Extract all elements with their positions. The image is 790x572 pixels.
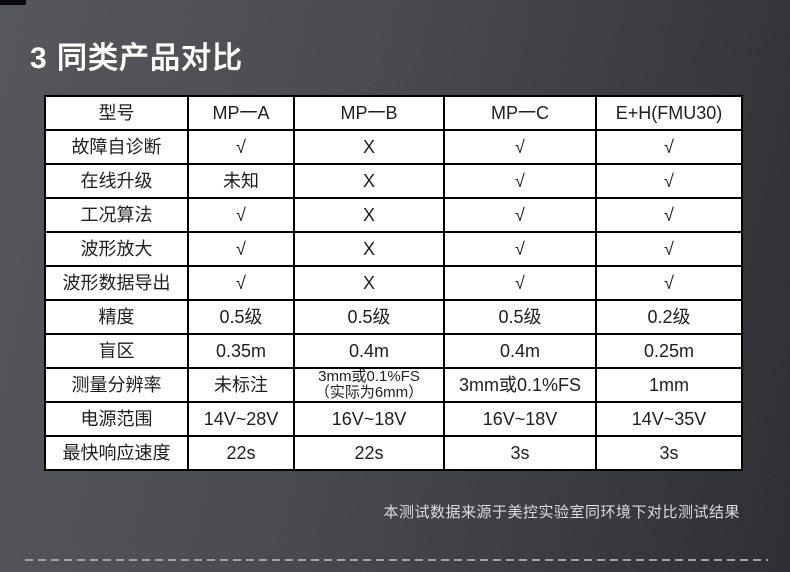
table-header-cell: MP一A (187, 95, 295, 131)
value-cell: √ (595, 197, 743, 233)
table-row: 测量分辨率 未标注 3mm或0.1%FS （实际为6mm） 3mm或0.1%FS 1mm (44, 367, 743, 403)
value-cell: 3mm或0.1%FS （实际为6mm） (293, 367, 445, 403)
row-label-cell: 盲区 (44, 333, 189, 369)
table-header-cell: MP一B (293, 95, 445, 131)
value-cell: 22s (187, 435, 295, 471)
value-cell: √ (187, 197, 295, 233)
value-cell: 14V~28V (187, 401, 295, 437)
comparison-table: 型号 MP一A MP一B MP一C E+H(FMU30) 故障自诊断 √ X √ √ 在线升级 未知… (44, 95, 743, 471)
value-cell: 0.4m (293, 333, 445, 369)
value-cell: 3mm或0.1%FS (443, 367, 597, 403)
table-body: 故障自诊断 √ X √ √ 在线升级 未知 X √ √ 工况算法 √ X √ √ 波形放大 √ X √ √ 波形数据导出… (44, 129, 743, 471)
table-header-cell: 型号 (44, 95, 189, 131)
value-cell: √ (187, 265, 295, 301)
value-cell: 1mm (595, 367, 743, 403)
value-cell: 3s (443, 435, 597, 471)
table-row: 故障自诊断 √ X √ √ (44, 129, 743, 165)
comparison-table-container: 型号 MP一A MP一B MP一C E+H(FMU30) 故障自诊断 √ X √ √ 在线升级 未知… (44, 95, 743, 471)
row-label-cell: 精度 (44, 299, 189, 335)
value-cell: √ (443, 163, 597, 199)
value-cell: 14V~35V (595, 401, 743, 437)
value-cell: √ (443, 265, 597, 301)
row-label-cell: 最快响应速度 (44, 435, 189, 471)
value-cell: X (293, 231, 445, 267)
value-cell: √ (595, 129, 743, 165)
table-header-cell: E+H(FMU30) (595, 95, 743, 131)
value-cell: 0.25m (595, 333, 743, 369)
value-cell: X (293, 163, 445, 199)
dashed-divider (25, 559, 768, 561)
table-header-row: 型号 MP一A MP一B MP一C E+H(FMU30) (44, 95, 743, 131)
value-cell: 16V~18V (293, 401, 445, 437)
value-cell: 未知 (187, 163, 295, 199)
value-cell: 0.4m (443, 333, 597, 369)
value-cell: 0.5级 (293, 299, 445, 335)
corner-strip (0, 0, 26, 5)
value-cell: 0.35m (187, 333, 295, 369)
row-label-cell: 波形数据导出 (44, 265, 189, 301)
value-cell: √ (443, 129, 597, 165)
table-row: 电源范围 14V~28V 16V~18V 16V~18V 14V~35V (44, 401, 743, 437)
table-row: 精度 0.5级 0.5级 0.5级 0.2级 (44, 299, 743, 335)
table-row: 波形放大 √ X √ √ (44, 231, 743, 267)
value-cell: X (293, 197, 445, 233)
value-cell: X (293, 129, 445, 165)
value-cell: √ (595, 265, 743, 301)
row-label-cell: 波形放大 (44, 231, 189, 267)
page-title: 3 同类产品对比 (30, 42, 244, 75)
value-cell: √ (187, 129, 295, 165)
row-label-cell: 工况算法 (44, 197, 189, 233)
footnote: 本测试数据来源于美控实验室同环境下对比测试结果 (383, 504, 740, 521)
row-label-cell: 电源范围 (44, 401, 189, 437)
row-label-cell: 测量分辨率 (44, 367, 189, 403)
row-label-cell: 在线升级 (44, 163, 189, 199)
table-row: 波形数据导出 √ X √ √ (44, 265, 743, 301)
value-cell: 0.5级 (443, 299, 597, 335)
value-cell: √ (595, 163, 743, 199)
table-row: 工况算法 √ X √ √ (44, 197, 743, 233)
value-cell: √ (595, 231, 743, 267)
value-cell: 0.5级 (187, 299, 295, 335)
value-cell: 22s (293, 435, 445, 471)
table-header-cell: MP一C (443, 95, 597, 131)
value-cell: √ (187, 231, 295, 267)
value-cell: 0.2级 (595, 299, 743, 335)
value-cell: 3s (595, 435, 743, 471)
table-row: 在线升级 未知 X √ √ (44, 163, 743, 199)
table-row: 盲区 0.35m 0.4m 0.4m 0.25m (44, 333, 743, 369)
value-cell: 未标注 (187, 367, 295, 403)
row-label-cell: 故障自诊断 (44, 129, 189, 165)
value-cell: √ (443, 231, 597, 267)
value-cell: √ (443, 197, 597, 233)
value-cell: 16V~18V (443, 401, 597, 437)
table-row: 最快响应速度 22s 22s 3s 3s (44, 435, 743, 471)
value-cell: X (293, 265, 445, 301)
